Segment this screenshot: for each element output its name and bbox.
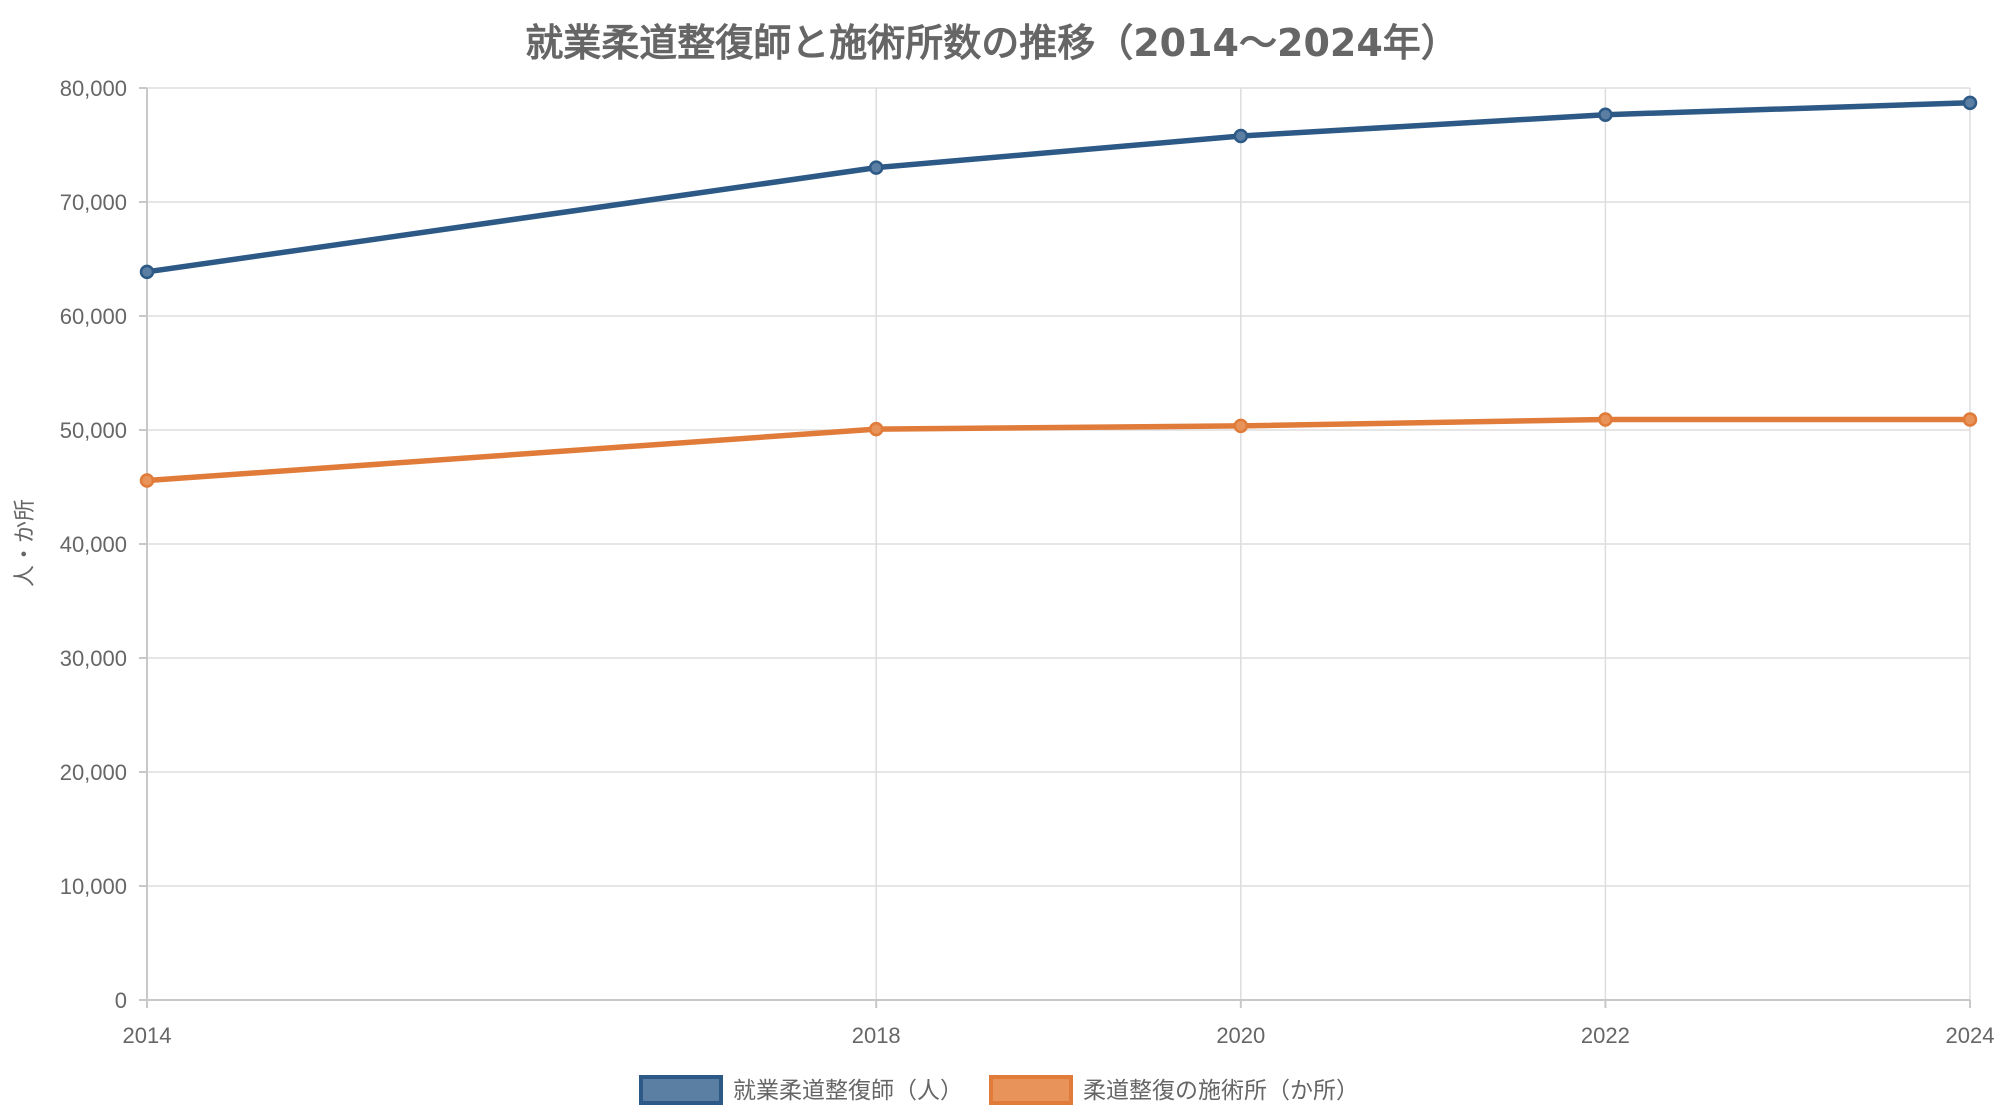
x-tick-label: 2018 — [852, 1023, 901, 1048]
x-tick-label: 2022 — [1581, 1023, 1630, 1048]
y-tick-label: 80,000 — [60, 76, 127, 101]
data-point[interactable] — [1598, 412, 1613, 427]
x-tick-label: 2014 — [123, 1023, 172, 1048]
y-tick-label: 50,000 — [60, 418, 127, 443]
gridlines — [147, 87, 1971, 1000]
legend[interactable]: 就業柔道整復師（人） 柔道整復の施術所（か所） — [639, 1075, 1359, 1105]
x-tick-labels: 2014 2018 2020 2022 2024 — [123, 1023, 1995, 1048]
y-tick-label: 0 — [115, 988, 127, 1013]
y-tick-label: 70,000 — [60, 190, 127, 215]
data-point[interactable] — [1233, 128, 1249, 144]
y-tick-labels: 0 10,000 20,000 30,000 40,000 50,000 60,000 70,… — [60, 76, 127, 1013]
data-point[interactable] — [1598, 107, 1613, 122]
data-point[interactable] — [1233, 418, 1249, 434]
series-layer — [139, 95, 1978, 488]
y-tick-label: 10,000 — [60, 874, 127, 899]
y-axis-label: 人・か所 — [13, 499, 38, 587]
series-line-1 — [144, 416, 1973, 484]
data-point[interactable] — [868, 421, 884, 437]
y-tick-label: 30,000 — [60, 646, 127, 671]
legend-label: 就業柔道整復師（人） — [733, 1078, 963, 1104]
y-tick-label: 40,000 — [60, 532, 127, 557]
y-tick-label: 60,000 — [60, 304, 127, 329]
legend-label: 柔道整復の施術所（か所） — [1083, 1078, 1359, 1104]
data-point[interactable] — [1962, 95, 1978, 111]
legend-swatch — [989, 1075, 1073, 1105]
data-point[interactable] — [139, 264, 155, 280]
data-point[interactable] — [868, 160, 884, 175]
data-point[interactable] — [139, 473, 155, 488]
axes — [139, 87, 1971, 1008]
legend-swatch — [639, 1075, 723, 1105]
x-tick-label: 2020 — [1216, 1023, 1265, 1048]
legend-item-1[interactable]: 柔道整復の施術所（か所） — [989, 1075, 1359, 1105]
data-point[interactable] — [1962, 412, 1978, 427]
chart-title: 就業柔道整復師と施術所数の推移（2014〜2024年） — [525, 21, 1459, 65]
series-line-0 — [144, 100, 1973, 275]
legend-item-0[interactable]: 就業柔道整復師（人） — [639, 1075, 963, 1105]
x-tick-label: 2024 — [1946, 1023, 1995, 1048]
y-tick-label: 20,000 — [60, 760, 127, 785]
